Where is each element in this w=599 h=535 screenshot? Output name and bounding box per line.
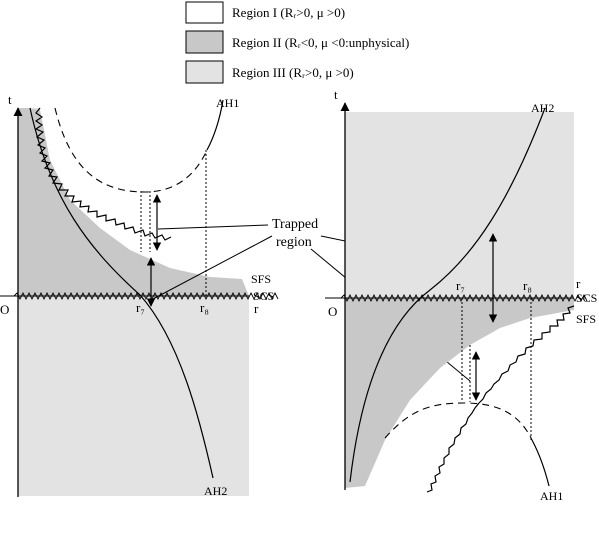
legend-label-region-1: Region I (Rᵣ>0, μ >0) bbox=[232, 5, 345, 20]
legend-swatch-region-1 bbox=[185, 1, 224, 24]
left-r8-label: r₈ bbox=[200, 300, 209, 315]
right-origin-label: O bbox=[328, 304, 337, 319]
left-panel: t O r SCS SFS AH1 AH2 r₇ r₈ bbox=[0, 92, 279, 498]
legend-swatch-region-2 bbox=[185, 30, 224, 54]
left-r7-label: r₇ bbox=[136, 300, 145, 315]
right-ah1-dashed bbox=[384, 402, 533, 441]
left-ah1-solid bbox=[206, 99, 224, 151]
right-region-2 bbox=[345, 298, 574, 488]
legend: Region I (Rᵣ>0, μ >0) Region II (Rᵣ<0, μ… bbox=[185, 1, 409, 84]
left-ah1-dashed bbox=[54, 107, 208, 193]
legend-swatch-region-3 bbox=[185, 60, 224, 84]
left-sfs-label: SFS bbox=[251, 272, 271, 286]
left-origin-label: O bbox=[0, 302, 9, 317]
right-t-label: t bbox=[334, 87, 338, 102]
left-scs-zigzag bbox=[13, 291, 279, 301]
left-ah2-curve bbox=[29, 107, 214, 479]
right-scs-label: SCS bbox=[576, 291, 597, 305]
right-ah1-label: AH1 bbox=[540, 489, 563, 503]
left-ah1-label: AH1 bbox=[216, 96, 239, 110]
left-r-label: r bbox=[254, 301, 259, 316]
right-r-label: r bbox=[576, 276, 581, 291]
trap-leader-left-upper bbox=[157, 224, 269, 230]
left-region-2 bbox=[18, 108, 249, 296]
right-ah1-solid bbox=[531, 439, 550, 487]
right-sfs-curve bbox=[426, 305, 575, 493]
left-scs-label: SCS bbox=[253, 289, 274, 303]
left-region-3-lower bbox=[18, 296, 249, 496]
legend-label-region-3: Region III (Rᵣ>0, μ >0) bbox=[232, 65, 354, 80]
right-ah2-label: AH2 bbox=[531, 101, 554, 115]
legend-label-region-2: Region II (Rᵣ<0, μ <0:unphysical) bbox=[232, 35, 409, 50]
trapped-label-line2: region bbox=[276, 235, 312, 250]
right-r8-label: r₈ bbox=[523, 278, 532, 293]
right-scs-zigzag bbox=[340, 293, 588, 303]
right-r7-label: r₇ bbox=[456, 278, 465, 293]
left-ah2-label: AH2 bbox=[204, 484, 227, 498]
left-t-label: t bbox=[8, 92, 12, 107]
left-sfs-curve bbox=[34, 107, 172, 241]
trapped-label-line1: Trapped bbox=[272, 217, 318, 232]
right-region-3 bbox=[345, 112, 574, 298]
right-panel: t O r SCS SFS AH2 AH1 r₇ r₈ bbox=[325, 87, 597, 503]
trap-leader-left-lower bbox=[152, 235, 273, 300]
right-sfs-label: SFS bbox=[576, 312, 596, 326]
right-ah2-curve bbox=[349, 107, 546, 483]
